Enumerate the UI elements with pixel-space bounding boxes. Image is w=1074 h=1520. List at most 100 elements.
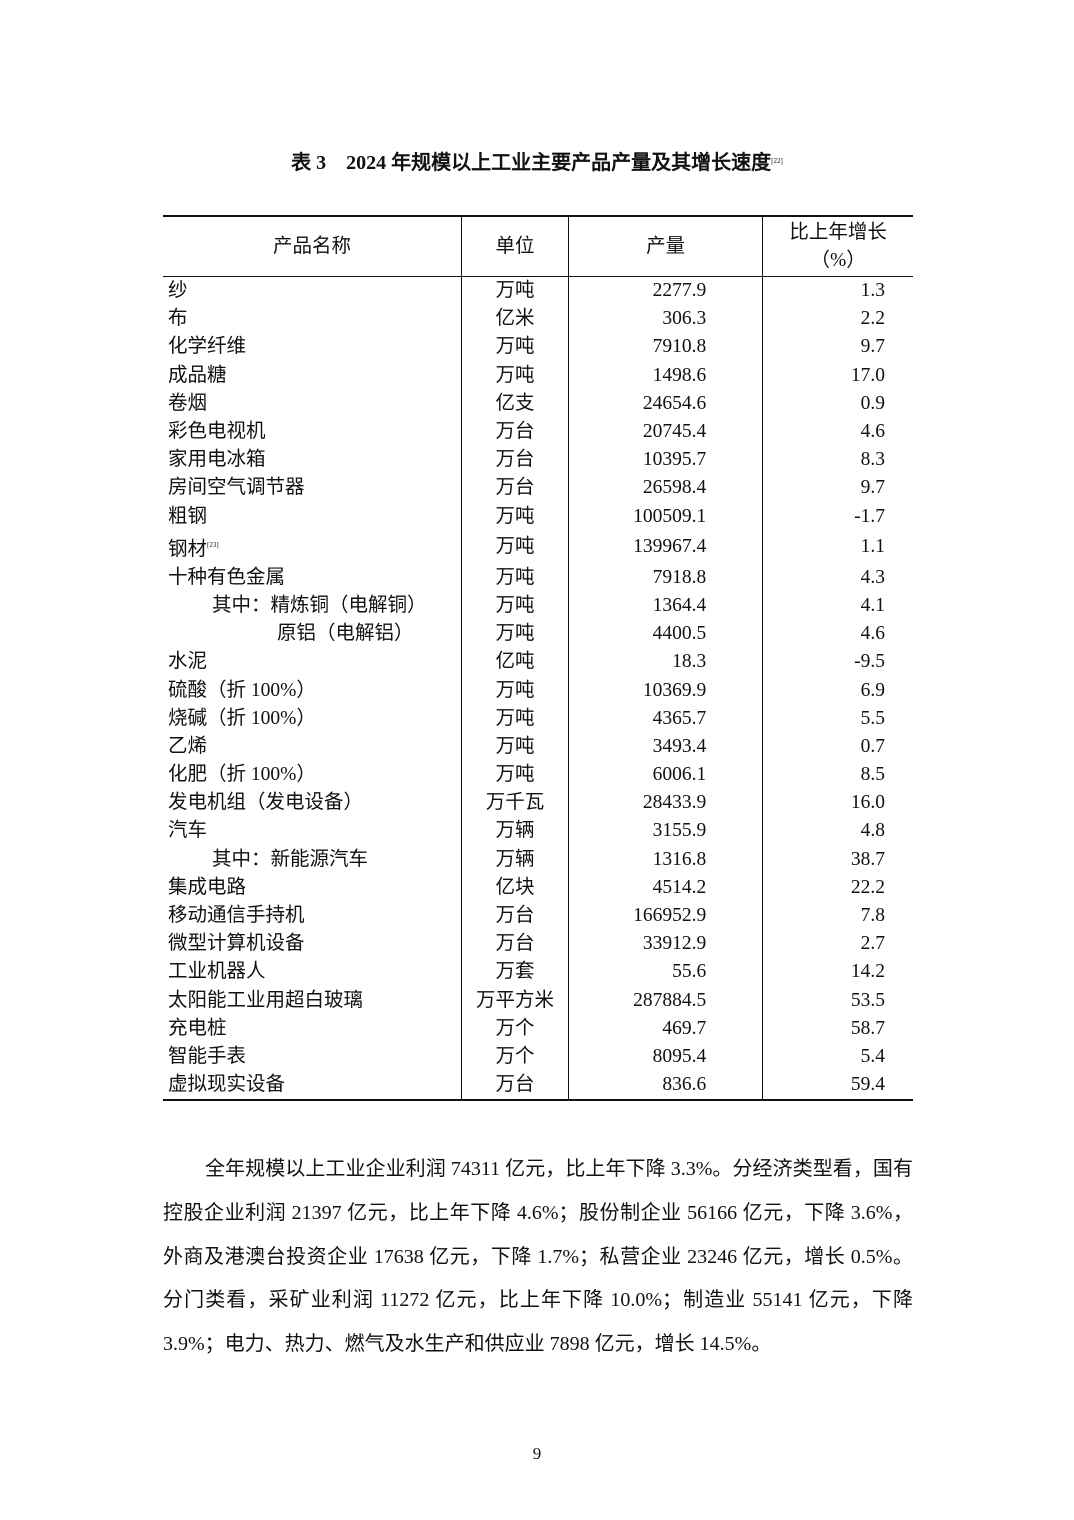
- growth-cell: 8.3: [762, 446, 913, 475]
- table-row: 钢材[23] 万吨 139967.4 1.1: [163, 530, 913, 564]
- unit-cell: 万套: [460, 958, 569, 987]
- growth-cell: 16.0: [762, 789, 913, 818]
- unit-cell: 万台: [460, 930, 569, 959]
- output-cell-text: 4514.2: [652, 876, 707, 898]
- product-name-cell: 充电桩: [163, 1015, 461, 1043]
- unit-cell-text: 万台: [495, 905, 535, 927]
- product-name-cell: 移动通信手持机: [163, 902, 461, 930]
- growth-cell: 53.5: [762, 986, 913, 1015]
- output-cell: 100509.1: [568, 502, 763, 531]
- unit-cell: 万吨: [460, 530, 569, 564]
- output-cell-text: 139967.4: [633, 536, 707, 558]
- unit-cell: 万辆: [460, 845, 569, 874]
- unit-cell-text: 万吨: [495, 336, 535, 358]
- table-row: 微型计算机设备 万台 33912.9 2.7: [163, 930, 913, 959]
- output-cell: 10369.9: [568, 676, 763, 705]
- table-row: 卷烟 亿支 24654.6 0.9: [163, 389, 913, 418]
- output-cell-text: 10395.7: [642, 449, 707, 471]
- unit-cell: 万吨: [460, 732, 569, 761]
- growth-cell: 4.8: [762, 817, 913, 846]
- growth-cell-text: 1.3: [860, 280, 885, 302]
- output-cell-text: 26598.4: [642, 477, 707, 499]
- product-name-cell-text: 房间空气调节器: [168, 477, 305, 499]
- product-name-cell: 烧碱（折 100%）: [163, 705, 461, 733]
- page-number: 9: [532, 1444, 542, 1463]
- product-name-cell-text: 卷烟: [168, 392, 208, 414]
- growth-cell-text: 4.1: [860, 594, 885, 616]
- output-cell: 20745.4: [568, 417, 763, 447]
- unit-cell-text: 亿米: [495, 308, 535, 330]
- output-cell-text: 4365.7: [652, 707, 707, 729]
- product-name-cell-text: 发电机组（发电设备）: [168, 792, 364, 814]
- table-row: 原铝（电解铝） 万吨 4400.5 4.6: [163, 620, 913, 649]
- product-name-cell: 工业机器人: [163, 958, 461, 986]
- growth-cell-text: 4.3: [860, 566, 885, 588]
- product-name-cell-text: 布: [168, 308, 188, 330]
- product-name-cell: 卷烟: [163, 390, 461, 418]
- output-cell: 7918.8: [568, 563, 763, 592]
- growth-cell: 22.2: [762, 873, 913, 902]
- unit-cell: 万吨: [460, 620, 569, 649]
- output-cell: 55.6: [568, 958, 763, 987]
- output-cell-text: 1316.8: [652, 848, 707, 870]
- unit-cell: 万吨: [460, 676, 569, 705]
- header-growth-label: 比上年增长: [789, 221, 887, 243]
- product-name-cell-text: 成品糖: [168, 364, 227, 386]
- product-name-cell: 微型计算机设备: [163, 930, 461, 958]
- output-cell: 287884.5: [568, 986, 763, 1015]
- product-name-cell-text: 微型计算机设备: [168, 933, 305, 955]
- growth-cell-text: 6.9: [860, 679, 885, 701]
- table-row: 粗钢 万吨 100509.1 -1.7: [163, 502, 913, 531]
- product-name-cell-text: 化学纤维: [168, 336, 247, 358]
- footnote-marker: [22]: [771, 157, 783, 165]
- unit-cell-text: 万平方米: [475, 989, 554, 1011]
- table-row: 智能手表 万个 8095.4 5.4: [163, 1042, 913, 1072]
- unit-cell-text: 万个: [495, 1045, 535, 1067]
- unit-cell: 万个: [460, 1042, 569, 1072]
- unit-cell: 亿块: [460, 873, 569, 902]
- table-row: 水泥 亿吨 18.3 -9.5: [163, 648, 913, 677]
- output-cell: 24654.6: [568, 389, 763, 418]
- output-cell-text: 836.6: [662, 1074, 707, 1096]
- output-cell-text: 20745.4: [642, 421, 707, 443]
- product-name-cell: 太阳能工业用超白玻璃: [163, 987, 461, 1015]
- header-output: 产量: [568, 216, 763, 277]
- table-row: 汽车 万辆 3155.9 4.8: [163, 817, 913, 846]
- output-cell-text: 24654.6: [642, 392, 707, 414]
- product-name-cell: 布: [163, 305, 461, 333]
- product-name-cell: 乙烯: [163, 733, 461, 761]
- output-cell: 4365.7: [568, 704, 763, 733]
- output-cell-text: 287884.5: [633, 989, 707, 1011]
- unit-cell: 万台: [460, 417, 569, 447]
- growth-cell-text: 53.5: [850, 989, 885, 1011]
- product-name-cell: 硫酸（折 100%）: [163, 676, 461, 704]
- footnote-marker: [23]: [207, 540, 219, 549]
- table-body: 纱万吨 2277.9 1.3 布亿米 306.3 2.2 化学纤维 万吨 7910.8 9.7 成品…: [163, 276, 913, 1101]
- unit-cell-text: 万台: [495, 421, 535, 443]
- product-name-cell-text: 其中：精炼铜（电解铜）: [212, 594, 427, 616]
- growth-cell: 0.7: [762, 732, 913, 761]
- growth-cell-text: 0.9: [860, 392, 885, 414]
- growth-cell: 9.7: [762, 333, 913, 362]
- output-cell: 306.3: [568, 305, 763, 334]
- growth-cell-text: 9.7: [860, 336, 885, 358]
- growth-cell-text: 2.7: [860, 933, 885, 955]
- table-row: 硫酸（折 100%） 万吨 10369.9 6.9: [163, 676, 913, 705]
- output-cell: 836.6: [568, 1071, 763, 1101]
- growth-cell: 9.7: [762, 474, 913, 503]
- table-row: 集成电路 亿块 4514.2 22.2: [163, 873, 913, 902]
- table-row: 烧碱（折 100%） 万吨 4365.7 5.5: [163, 704, 913, 733]
- unit-cell: 万台: [460, 474, 569, 503]
- unit-cell: 万吨: [460, 761, 569, 790]
- growth-cell: 4.3: [762, 563, 913, 592]
- unit-cell: 万台: [460, 901, 569, 931]
- growth-cell: 8.5: [762, 761, 913, 790]
- product-name-cell: 集成电路: [163, 874, 461, 902]
- output-cell-text: 166952.9: [633, 905, 707, 927]
- unit-cell-text: 万吨: [495, 707, 535, 729]
- output-cell: 1316.8: [568, 845, 763, 874]
- growth-cell: 17.0: [762, 361, 913, 390]
- output-cell-text: 4400.5: [652, 623, 707, 645]
- product-name-cell-text: 彩色电视机: [168, 421, 266, 443]
- unit-cell-text: 万吨: [495, 364, 535, 386]
